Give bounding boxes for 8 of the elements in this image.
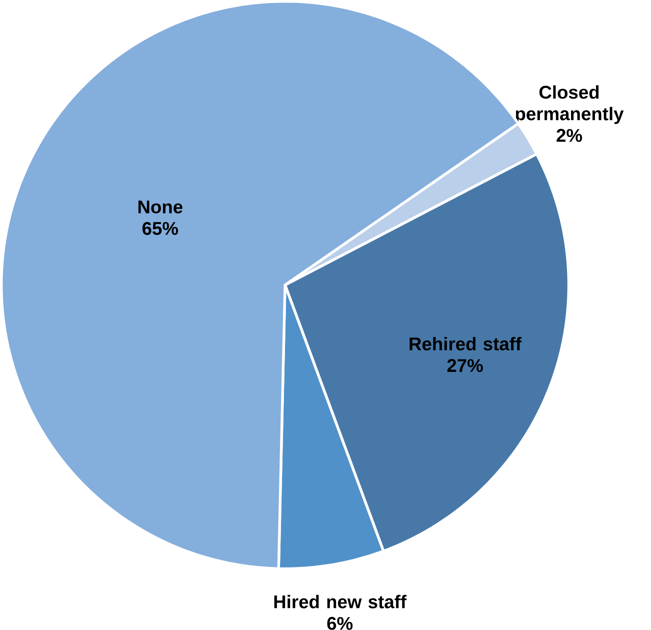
- data-label: 2%: [556, 128, 582, 142]
- data-label: 27%: [447, 359, 483, 372]
- data-label: 6%: [327, 616, 353, 630]
- data-label: 65%: [142, 222, 178, 236]
- slice-label: Rehired staff: [410, 337, 522, 350]
- slice-label: Hired new staff: [274, 594, 407, 608]
- slice-label: None: [138, 200, 182, 214]
- slice-label: Closed permanently: [516, 85, 624, 124]
